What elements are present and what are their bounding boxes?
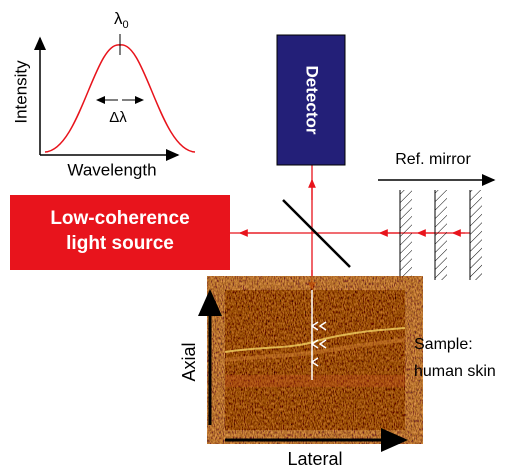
mirror-label: Ref. mirror: [395, 151, 471, 168]
peak-label: λ0: [114, 9, 129, 30]
spectrum-inset: λ0 Δλ Intensity Wavelength: [11, 9, 195, 179]
y-label: Intensity: [11, 60, 30, 124]
mirrors: [400, 190, 482, 280]
oct-diagram: λ0 Δλ Intensity Wavelength Detector Low-…: [0, 0, 526, 470]
sample-label: Sample:: [414, 336, 473, 353]
detector-label: Detector: [303, 66, 322, 135]
width-label: Δλ: [109, 109, 127, 126]
page: λ0 Δλ Intensity Wavelength Detector Low-…: [0, 0, 526, 470]
axial-label: Axial: [179, 342, 199, 381]
source-label: Low-coherence: [50, 208, 189, 229]
x-label: Wavelength: [67, 160, 156, 179]
source-label: light source: [66, 233, 174, 254]
gaussian: [45, 45, 195, 152]
sample-image: [225, 290, 405, 430]
sample-label: human skin: [414, 363, 496, 380]
lateral-label: Lateral: [287, 449, 342, 469]
